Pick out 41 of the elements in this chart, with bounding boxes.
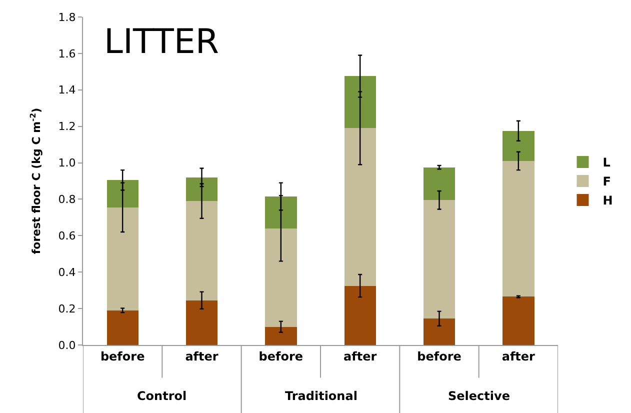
y-tick-label: 0.0 (58, 338, 76, 352)
y-tick-label: 0.4 (58, 266, 76, 279)
y-tick-label: 1.0 (58, 156, 76, 170)
bar (106, 207, 138, 310)
bar (106, 310, 138, 345)
y-tick-label: 0.8 (58, 193, 76, 206)
bar (423, 200, 456, 319)
chart-title: LITTER (104, 22, 220, 62)
legend-label: H (602, 194, 613, 208)
bar (186, 201, 218, 300)
bar (265, 326, 297, 345)
y-tick-label: 1.6 (58, 47, 76, 60)
y-tick-label: 0.2 (58, 302, 76, 316)
x-tick-label: before (100, 349, 145, 364)
legend-label: L (602, 156, 611, 170)
bar (344, 76, 376, 128)
x-tick-label: before (417, 349, 462, 364)
text: Control (137, 389, 187, 403)
x-tick-label: after (502, 349, 536, 364)
bar (265, 228, 297, 327)
bar (423, 318, 456, 345)
text: Traditional (285, 389, 358, 403)
text: Selective (448, 389, 510, 403)
y-tick-label: 1.8 (58, 10, 76, 24)
bar (502, 160, 534, 297)
x-tick-label: before (258, 349, 304, 364)
bar (344, 286, 376, 345)
bar (265, 196, 297, 228)
bar (186, 300, 218, 345)
bar (344, 128, 376, 286)
bar (502, 296, 534, 345)
y-tick-label: 1.2 (58, 120, 76, 134)
bar (186, 177, 218, 202)
legend-label: F (602, 174, 611, 189)
x-tick-label: after (185, 349, 218, 364)
bar (423, 167, 456, 200)
y-tick-label: 1.4 (58, 84, 76, 97)
bar (502, 130, 534, 161)
bar (106, 180, 138, 208)
y-tick-label: 0.6 (58, 230, 76, 243)
x-tick-label: after (344, 349, 377, 364)
